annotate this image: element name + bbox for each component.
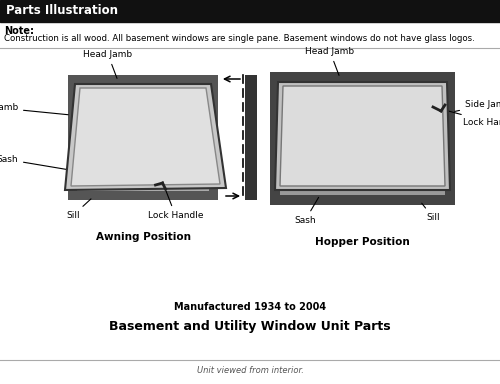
Bar xyxy=(68,75,218,200)
Polygon shape xyxy=(71,88,220,186)
Bar xyxy=(280,82,445,195)
Text: Note:: Note: xyxy=(4,26,34,36)
Text: Hopper Position: Hopper Position xyxy=(315,237,410,247)
Text: Head Jamb: Head Jamb xyxy=(84,50,132,78)
Polygon shape xyxy=(280,86,445,186)
Text: Construction is all wood. All basement windows are single pane. Basement windows: Construction is all wood. All basement w… xyxy=(4,34,475,43)
Text: Unit viewed from interior.: Unit viewed from interior. xyxy=(196,366,304,375)
Bar xyxy=(270,72,455,205)
Polygon shape xyxy=(275,82,450,190)
Text: Sash: Sash xyxy=(294,197,318,225)
Bar xyxy=(77,84,209,191)
Text: Lock Handle: Lock Handle xyxy=(148,190,203,220)
Text: Basement and Utility Window Unit Parts: Basement and Utility Window Unit Parts xyxy=(109,320,391,333)
Text: Awning Position: Awning Position xyxy=(96,232,190,242)
Text: Side Jamb: Side Jamb xyxy=(0,103,68,115)
Text: Side Jamb: Side Jamb xyxy=(454,100,500,111)
Bar xyxy=(0,0,500,22)
Text: Sill: Sill xyxy=(422,203,440,222)
Text: Sill: Sill xyxy=(66,199,91,220)
Text: Manufactured 1934 to 2004: Manufactured 1934 to 2004 xyxy=(174,302,326,312)
Bar xyxy=(285,87,440,190)
Text: Sash: Sash xyxy=(0,155,68,170)
Text: Parts Illustration: Parts Illustration xyxy=(6,5,118,18)
Text: Head Jamb: Head Jamb xyxy=(306,47,354,75)
Bar xyxy=(245,75,257,200)
Text: Lock Handle: Lock Handle xyxy=(444,110,500,127)
Polygon shape xyxy=(65,84,226,190)
Bar xyxy=(82,89,204,186)
